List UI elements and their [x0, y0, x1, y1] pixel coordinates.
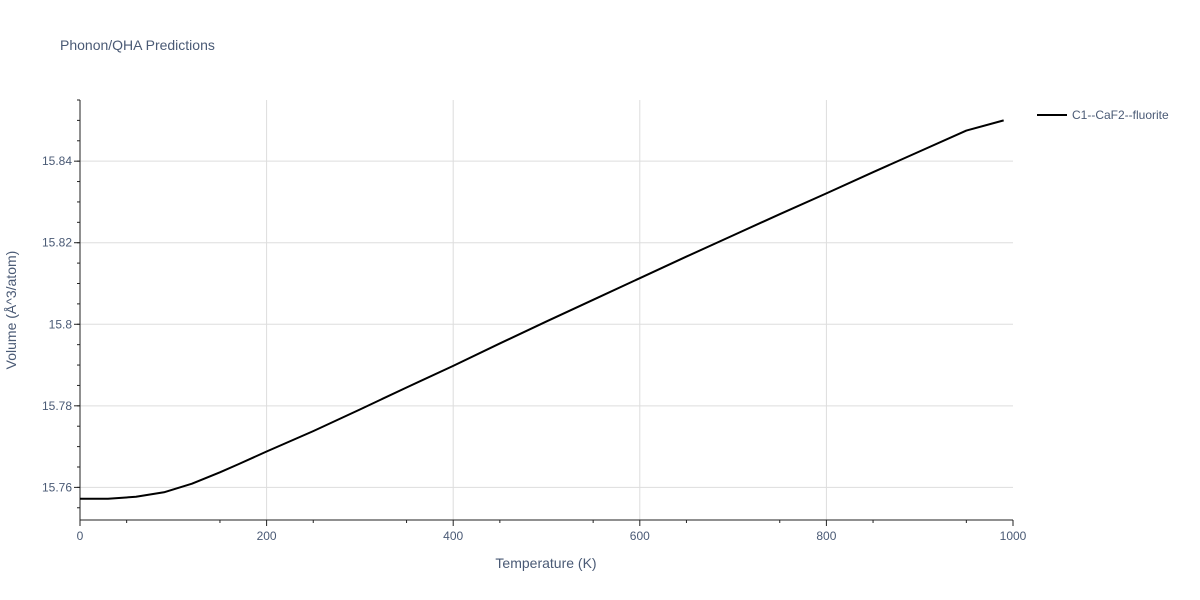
y-tick-label: 15.78 — [42, 399, 72, 413]
x-tick-label: 200 — [257, 529, 277, 543]
legend[interactable]: C1--CaF2--fluorite — [1037, 108, 1169, 122]
x-axis-title: Temperature (K) — [495, 555, 596, 571]
x-tick-label: 800 — [816, 529, 836, 543]
x-tick-label: 400 — [443, 529, 463, 543]
y-tick-label: 15.84 — [42, 154, 72, 168]
y-tick-label: 15.82 — [42, 236, 72, 250]
y-tick-label: 15.8 — [49, 317, 73, 331]
x-tick-label: 600 — [630, 529, 650, 543]
x-tick-label: 1000 — [1000, 529, 1027, 543]
series-line — [80, 119, 1004, 500]
legend-label[interactable]: C1--CaF2--fluorite — [1072, 108, 1169, 122]
series-layer — [80, 119, 1004, 500]
gridlines — [80, 100, 1013, 520]
chart-title: Phonon/QHA Predictions — [60, 37, 215, 53]
axes: 0 200 400 600 800 1000 15.76 15.78 15.8 15.82 15.8… — [42, 99, 1027, 543]
x-tick-label: 0 — [77, 529, 84, 543]
y-tick-label: 15.76 — [42, 480, 72, 494]
y-axis-title: Volume (Å^3/atom) — [3, 251, 19, 370]
